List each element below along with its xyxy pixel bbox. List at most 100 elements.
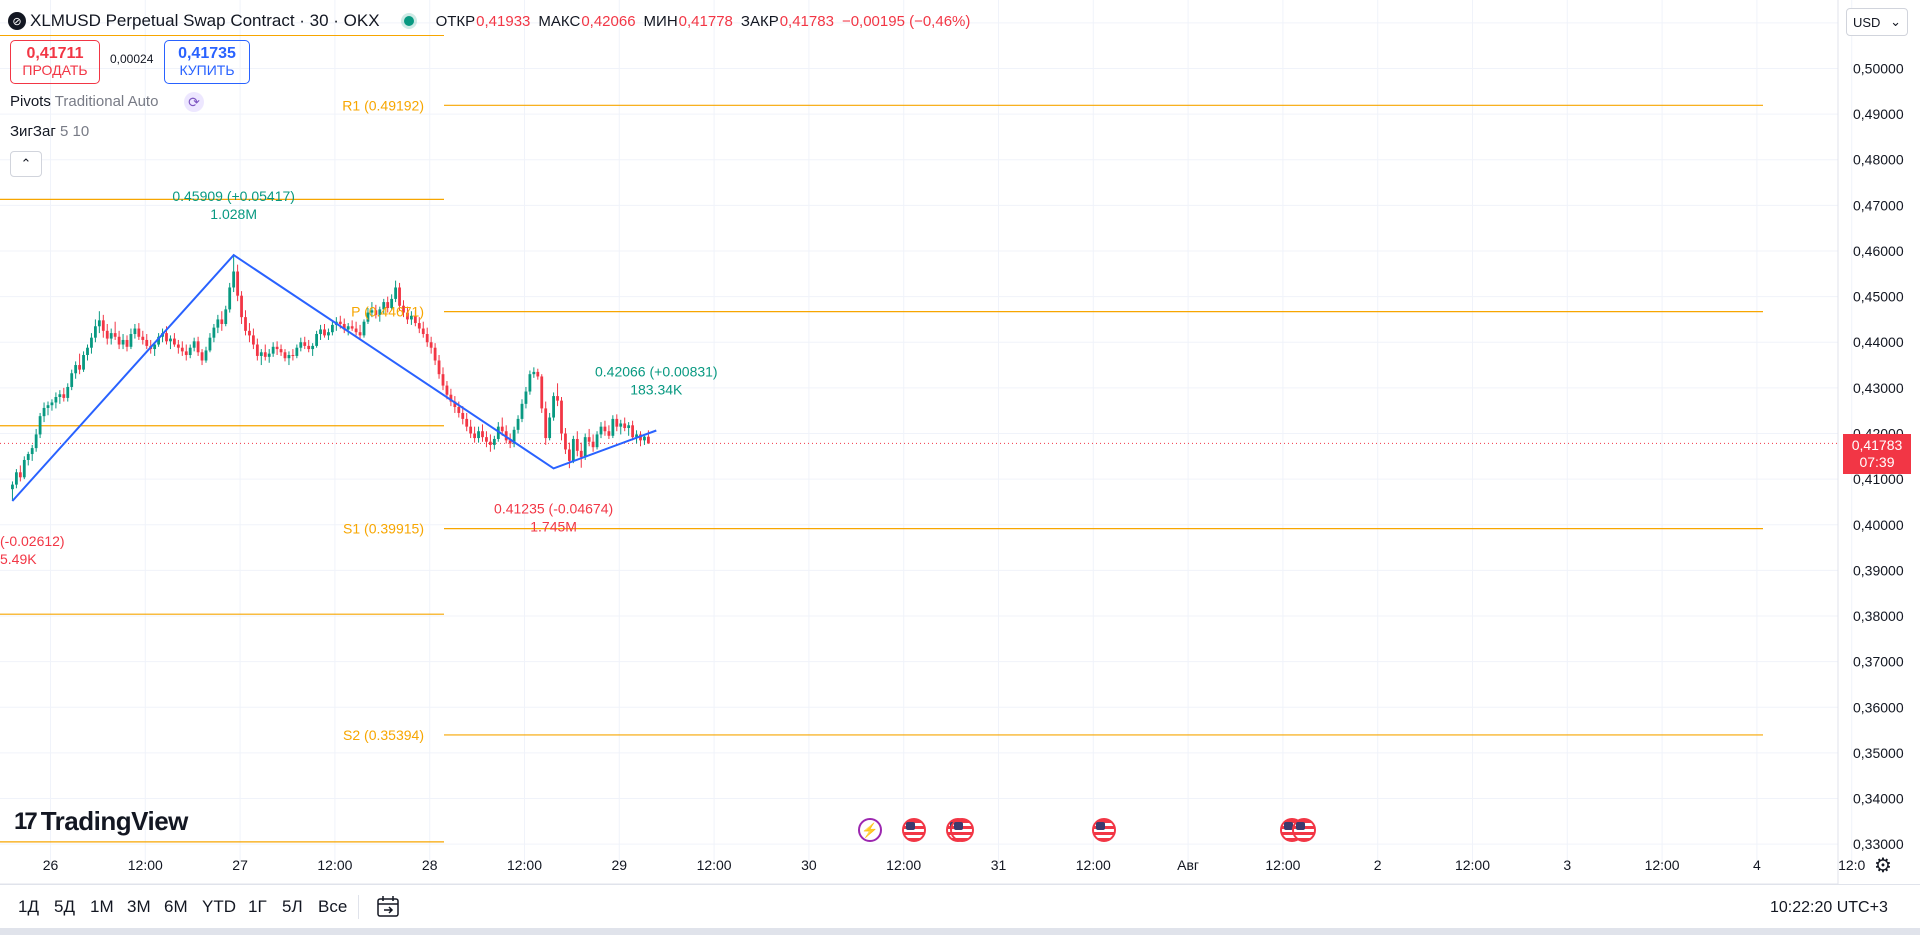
candle-body <box>394 287 397 299</box>
candle-body <box>15 472 18 485</box>
candle-body <box>157 336 160 345</box>
refresh-icon[interactable]: ⟳ <box>184 92 204 112</box>
candle-body <box>145 339 149 346</box>
candle-body <box>536 371 540 377</box>
candle-body <box>382 302 386 310</box>
candle-body <box>50 402 54 406</box>
candle-body <box>568 449 571 461</box>
candle-body <box>125 339 129 347</box>
candle-body <box>445 385 449 395</box>
timeframe-button[interactable]: 1М <box>90 897 114 916</box>
candles <box>11 255 650 502</box>
y-tick-label: 0,40000 <box>1853 517 1904 533</box>
timeframe-button[interactable]: 3М <box>127 897 151 916</box>
x-tick-label: 12:00 <box>697 857 732 873</box>
candle-body <box>500 426 504 432</box>
us-flag-event-icon[interactable] <box>950 818 974 842</box>
timeframe-button[interactable]: 1Д <box>18 897 39 916</box>
candle-body <box>279 349 283 353</box>
price-chart[interactable]: R1 (0.49192) P (0.44671) S1 (0.39915) S2 (0… <box>0 0 1920 884</box>
candle-body <box>267 353 271 357</box>
x-tick-label: Авг <box>1177 857 1199 873</box>
current-price-badge: 0,41783 07:39 <box>1843 434 1911 474</box>
zigzag-line <box>11 253 657 502</box>
currency-value: USD <box>1853 14 1881 30</box>
timeframe-button[interactable]: 6М <box>164 897 188 916</box>
y-tick-label: 0,47000 <box>1853 197 1904 213</box>
calendar-icon[interactable] <box>374 893 402 921</box>
zigzag-label-volume: 5.49K <box>0 551 37 567</box>
timeframe-button[interactable]: 5Д <box>54 897 75 916</box>
candle-body <box>370 310 374 313</box>
candle-body <box>338 321 342 324</box>
timeframe-button[interactable]: 5Л <box>282 897 303 916</box>
pivot-label-s1: S1 (0.39915) <box>343 521 424 537</box>
collapse-legend-button[interactable]: ⌃ <box>10 151 42 177</box>
timeframe-button[interactable]: Все <box>318 897 348 916</box>
x-tick-label: 12:0 <box>1838 857 1865 873</box>
zigzag-params: 5 10 <box>59 123 90 140</box>
candle-body <box>441 374 445 386</box>
candle-body <box>176 344 180 348</box>
candle-body <box>342 323 346 330</box>
timeframe-button[interactable]: YTD <box>202 897 236 916</box>
open-value: 0,41933 <box>476 12 531 30</box>
candle-body <box>173 338 176 345</box>
timeframe-button[interactable]: 1Г <box>248 897 267 916</box>
candle-body <box>410 315 413 320</box>
candle-body <box>90 337 93 348</box>
x-tick-label: 12:00 <box>507 857 542 873</box>
symbol-title[interactable]: XLMUSD Perpetual Swap Contract · 30 · OK… <box>30 11 380 30</box>
candle-body <box>315 334 318 346</box>
buy-label: КУПИТЬ <box>179 62 235 78</box>
currency-select[interactable]: USD ⌄ <box>1846 8 1908 36</box>
settings-icon[interactable]: ⚙ <box>1874 854 1892 877</box>
us-flag-event-icon[interactable] <box>902 818 926 842</box>
y-tick-label: 0,35000 <box>1853 745 1904 761</box>
candle-body <box>532 371 536 375</box>
candle-body <box>631 425 634 438</box>
y-tick-label: 0,36000 <box>1853 699 1904 715</box>
candle-body <box>275 346 279 350</box>
zigzag-indicator-legend[interactable]: ЗигЗаг 5 10 <box>10 123 89 140</box>
candle-body <box>204 350 208 361</box>
x-tick-label: 28 <box>422 857 438 873</box>
tradingview-wordmark: TradingView <box>40 806 189 836</box>
candle-body <box>386 302 390 309</box>
y-tick-label: 0,43000 <box>1853 380 1904 396</box>
candle-body <box>485 437 488 442</box>
sell-button[interactable]: 0,41711 ПРОДАТЬ <box>10 40 100 84</box>
candle-body <box>200 352 204 361</box>
us-flag-event-icon[interactable] <box>1092 818 1116 842</box>
candle-body <box>603 426 607 432</box>
candle-body <box>153 344 157 350</box>
chart-labels: R1 (0.49192) P (0.44671) S1 (0.39915) S2 (0… <box>0 97 718 743</box>
us-flag-event-icon[interactable] <box>1292 818 1316 842</box>
bottom-toolbar: 1Д 5Д 1М 3М 6М YTD 1Г 5Л Все 10:22:20 UT… <box>0 884 1920 929</box>
zigzag-label-change: (-0.02612) <box>0 533 65 549</box>
x-tick-label: 30 <box>801 857 817 873</box>
candle-body <box>263 352 267 357</box>
candle-body <box>520 403 524 419</box>
pivot-levels <box>0 104 1838 843</box>
candle-body <box>429 342 433 348</box>
candle-body <box>287 355 291 359</box>
clock[interactable]: 10:22:20 UTC+3 <box>1770 899 1888 916</box>
candle-body <box>346 326 350 330</box>
tradingview-logo[interactable]: 17 TradingView <box>14 806 188 837</box>
pivots-indicator-legend[interactable]: Pivots Traditional Auto <box>10 93 158 110</box>
zigzag-label-volume: 1.745M <box>530 518 577 534</box>
bottom-strip <box>0 928 1920 935</box>
candle-body <box>188 347 192 356</box>
pivot-label-s2: S2 (0.35394) <box>343 727 424 743</box>
candle-body <box>46 405 50 408</box>
pivot-label-r1: R1 (0.49192) <box>342 97 424 113</box>
zigzag-label-change: 0.42066 (+0.00831) <box>595 363 718 379</box>
candle-body <box>323 329 326 336</box>
buy-button[interactable]: 0,41735 КУПИТЬ <box>164 40 250 84</box>
x-tick-label: 12:00 <box>317 857 352 873</box>
y-tick-label: 0,38000 <box>1853 608 1904 624</box>
candle-body <box>425 334 429 343</box>
candle-body <box>421 328 425 335</box>
flash-event-icon[interactable]: ⚡ <box>858 818 882 842</box>
